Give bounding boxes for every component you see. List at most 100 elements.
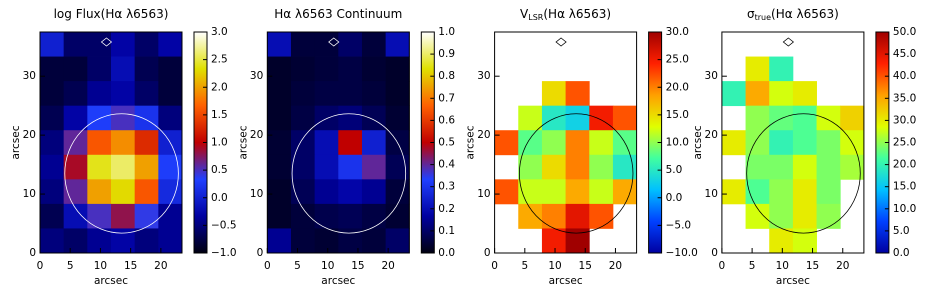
map-cell — [40, 203, 65, 229]
marker — [555, 37, 567, 47]
frame — [266, 31, 410, 254]
map-cell — [816, 130, 841, 156]
map-cell — [565, 203, 590, 229]
map-cell — [494, 130, 519, 156]
map-cell — [385, 32, 410, 57]
x-tick-label: 5 — [67, 260, 74, 272]
contour — [518, 113, 634, 234]
map-cell — [338, 56, 363, 82]
map-cell — [541, 154, 566, 180]
x-tick-label: 15 — [579, 260, 592, 272]
map-cell — [518, 130, 543, 156]
x-tick-label: 20 — [154, 260, 167, 272]
map-cell — [267, 203, 292, 229]
map-cell — [63, 81, 88, 107]
map-cell — [721, 81, 746, 107]
panel: 0 5 10 15 20 0 10 20 30 arcsec arcsec Hα λ6563 Cont… — [237, 7, 455, 288]
map-cell — [111, 56, 136, 82]
map-cell — [87, 130, 112, 156]
x-axis-label: arcsec — [321, 275, 355, 287]
colorbar-tick-label: 20.0 — [893, 159, 916, 171]
colorbar-tick-label: 0.0 — [666, 192, 683, 204]
map-cell — [361, 56, 387, 82]
x-axis-label: arcsec — [549, 275, 583, 287]
panel: 0 5 10 15 20 0 10 20 30 arcsec arcsec log Flux(Hα λ… — [10, 7, 237, 288]
colorbar-tick-label: 0.1 — [438, 225, 455, 237]
map-cell — [361, 154, 387, 180]
x-tick-label: 5 — [294, 260, 301, 272]
map-cell — [792, 179, 817, 205]
colorbar-tick-label: 35.0 — [893, 92, 916, 104]
colorbar-tick-label: 0.0 — [211, 192, 228, 204]
y-axis-label: arcsec — [10, 125, 22, 159]
title-part: (Hα λ6563) — [543, 7, 611, 21]
map-cell — [385, 154, 410, 180]
y-tick-label: 30 — [23, 70, 36, 82]
map-cell — [792, 105, 817, 131]
colorbar-tick-label: 3.0 — [211, 26, 228, 38]
x-axis-label: arcsec — [94, 275, 128, 287]
map-cell — [792, 154, 817, 180]
y-axis-label: arcsec — [692, 125, 704, 159]
frame — [721, 31, 865, 254]
map-cell — [589, 203, 614, 229]
map-cell — [40, 56, 65, 82]
colorbar-tick-label: 0.8 — [438, 70, 455, 82]
panel: 0 5 10 15 20 0 10 20 30 arcsec arcsec σtrue(Hα λ656… — [692, 7, 916, 288]
map-cell — [385, 203, 410, 229]
map-cell — [111, 105, 136, 131]
map-cell — [134, 228, 159, 254]
map-cell — [385, 56, 410, 82]
title-part: σ — [747, 7, 755, 21]
map-cell — [338, 130, 363, 156]
map-cell — [158, 81, 183, 107]
map-cell — [158, 154, 183, 180]
colorbar-tick-label: 5.0 — [893, 225, 910, 237]
map-cell — [134, 81, 159, 107]
contour — [64, 113, 179, 234]
map-cell — [314, 228, 339, 254]
map-cell — [87, 228, 112, 254]
map-cell — [40, 105, 65, 131]
map-cell — [314, 130, 339, 156]
map-cell — [816, 105, 841, 131]
marker — [328, 37, 340, 47]
map-cell — [267, 179, 292, 205]
map-cell — [361, 81, 387, 107]
map-cell — [111, 81, 136, 107]
map-cell — [290, 32, 316, 57]
map-cell — [745, 81, 770, 107]
map-cell — [63, 228, 88, 254]
map-cell — [134, 154, 159, 180]
y-tick-label: 0 — [29, 247, 36, 259]
colorbar-tick-label: 0.6 — [438, 114, 455, 126]
colorbar-tick-label: 5.0 — [666, 164, 683, 176]
x-tick-label: 5 — [749, 260, 756, 272]
colorbar-tick-label: 30.0 — [893, 114, 916, 126]
map-cell — [816, 179, 841, 205]
x-tick-label: 5 — [521, 260, 528, 272]
colorbar-tick-label: 15.0 — [666, 109, 689, 121]
map-cell — [134, 179, 159, 205]
map-cell — [769, 154, 794, 180]
map-cell — [589, 154, 614, 180]
map-cell — [158, 203, 183, 229]
map-cell — [361, 130, 387, 156]
map-cell — [134, 130, 159, 156]
colorbar-tick-label: 40.0 — [893, 70, 916, 82]
map-cell — [612, 179, 637, 205]
y-tick-label: 10 — [250, 188, 263, 200]
map-cell — [769, 81, 794, 107]
map-cell — [314, 56, 339, 82]
panel-title: Hα λ6563 Continuum — [274, 7, 402, 21]
y-tick-label: 10 — [705, 188, 718, 200]
map-cell — [40, 81, 65, 107]
map-cell — [361, 203, 387, 229]
y-tick-label: 10 — [477, 188, 490, 200]
map-cell — [87, 154, 112, 180]
map-cell — [745, 203, 770, 229]
map-cell — [314, 203, 339, 229]
map-cell — [565, 130, 590, 156]
map-cell — [63, 154, 88, 180]
y-tick-label: 30 — [477, 70, 490, 82]
